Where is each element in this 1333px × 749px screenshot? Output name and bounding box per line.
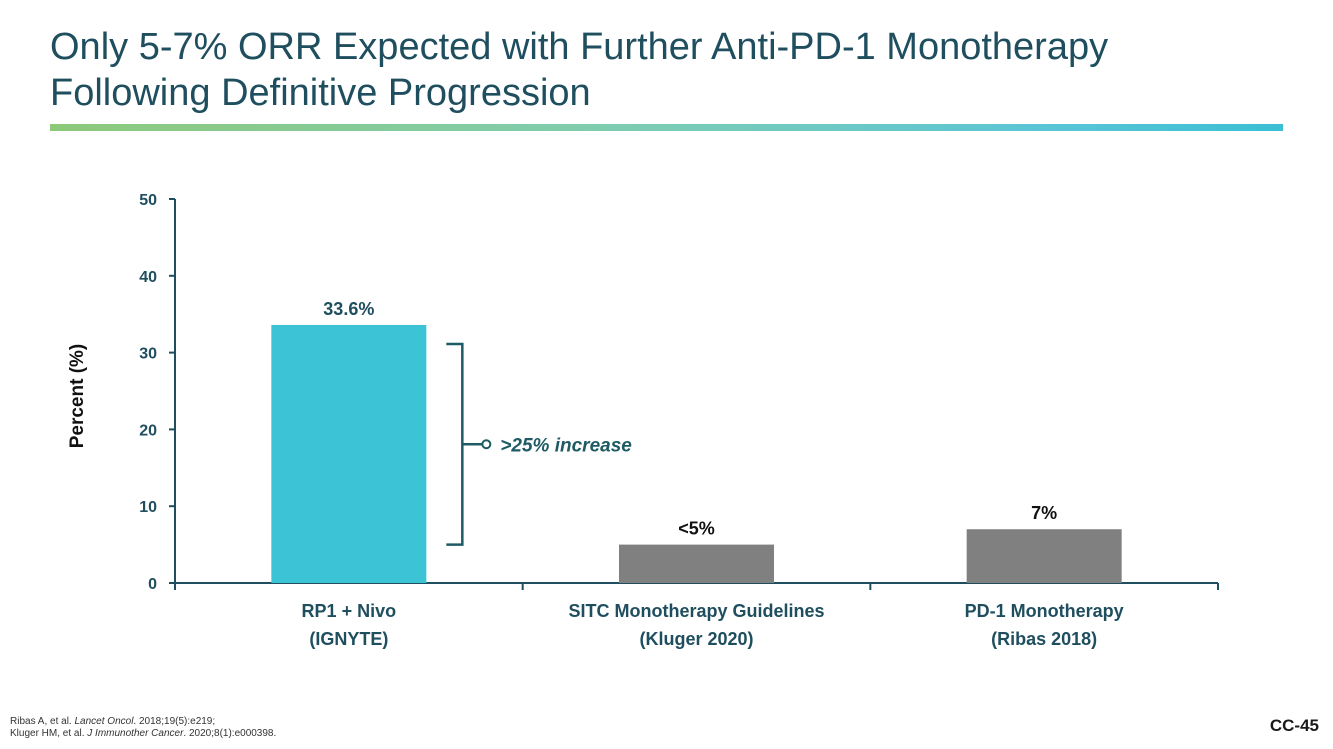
y-tick-label: 50	[139, 192, 157, 209]
bar-value-label: <5%	[678, 519, 715, 539]
bar-value-label: 33.6%	[323, 299, 374, 319]
y-tick-label: 10	[139, 499, 157, 516]
y-tick-label: 40	[139, 269, 157, 286]
bar-3	[966, 529, 1122, 583]
title-gradient-rule	[50, 124, 1283, 131]
bar-1	[271, 324, 427, 583]
slide-title-line2: Following Definitive Progression	[50, 72, 591, 114]
x-category-label-line1: PD-1 Monotherapy	[965, 601, 1124, 621]
increase-annotation-label: >25% increase	[500, 435, 632, 456]
x-category-label-line2: (Kluger 2020)	[639, 629, 753, 649]
y-tick-label: 30	[139, 346, 157, 363]
bar-chart: 0 10 20 30 40 50 Percent (%) 33.6% RP1 + Nivo (IG…	[67, 192, 1219, 649]
y-tick-label: 0	[148, 576, 157, 593]
x-category-label-line1: SITC Monotherapy Guidelines	[568, 601, 824, 621]
x-category-label-line1: RP1 + Nivo	[302, 601, 397, 621]
bar-2	[619, 544, 774, 583]
increase-bracket	[446, 342, 464, 546]
slide-title-line1: Only 5-7% ORR Expected with Further Anti…	[50, 26, 1109, 68]
bracket-connector-dot	[481, 439, 492, 450]
slide-number: CC-45	[1269, 716, 1319, 735]
footnote-reference-1: Ribas A, et al. Lancet Oncol. 2018;19(5)…	[10, 716, 216, 727]
slide-title: Only 5-7% ORR Expected with Further Anti…	[50, 24, 1290, 116]
x-category-label-line2: (Ribas 2018)	[991, 629, 1097, 649]
x-category-label-line2: (IGNYTE)	[309, 629, 388, 649]
y-axis-title: Percent (%)	[67, 344, 88, 449]
bar-value-label: 7%	[1031, 503, 1057, 523]
y-tick-label: 20	[139, 422, 157, 439]
footnote-reference-2: Kluger HM, et al. J Immunother Cancer. 2…	[10, 728, 277, 739]
